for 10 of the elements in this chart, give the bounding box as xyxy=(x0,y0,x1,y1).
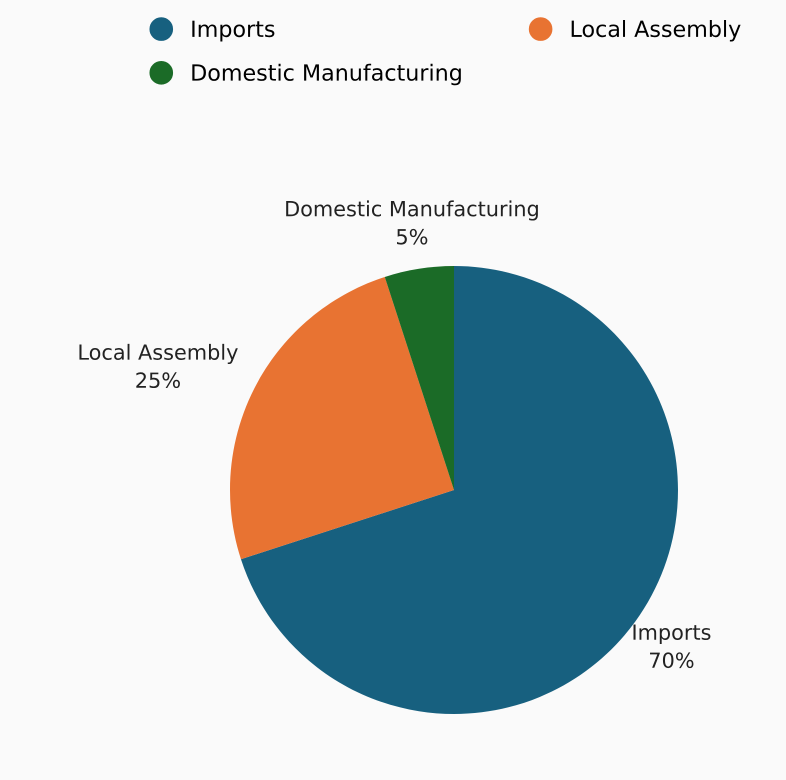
slice-label: Domestic Manufacturing xyxy=(286,200,538,221)
slice-label: Local Assembly xyxy=(79,344,238,364)
data-label: 5% xyxy=(397,228,428,245)
data-label: 70% xyxy=(650,652,694,668)
pie-slice xyxy=(384,266,454,490)
data-label: 25% xyxy=(136,372,180,388)
legend-label: Local Assembly xyxy=(572,20,741,42)
legend-label: Imports xyxy=(192,20,274,42)
legend-label: Domestic Manufacturing xyxy=(192,64,461,86)
slice-label: Imports xyxy=(634,624,710,644)
